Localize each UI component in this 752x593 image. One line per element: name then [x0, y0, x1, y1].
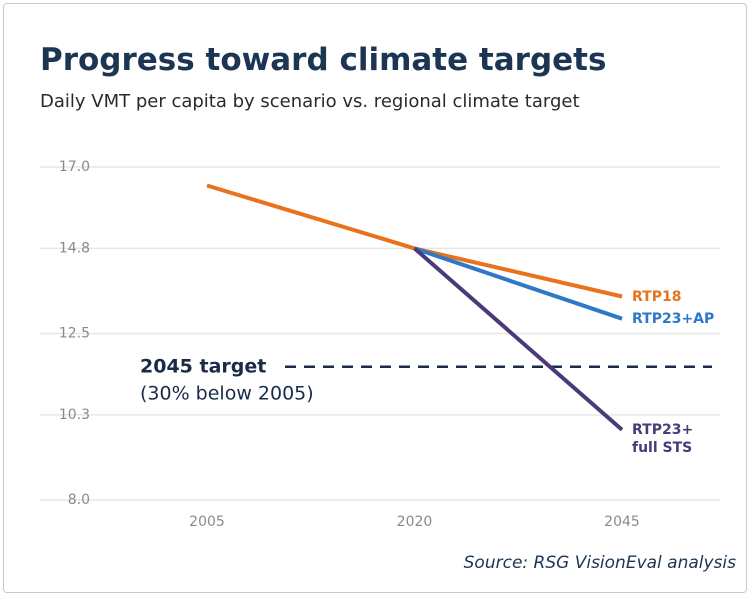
y-tick-label: 14.8	[59, 240, 90, 256]
series-line	[413, 246, 623, 321]
y-tick-label: 10.3	[59, 407, 90, 423]
series-line	[206, 183, 623, 299]
series-label: RTP23+AP	[632, 310, 715, 327]
y-tick-label: 12.5	[59, 326, 90, 342]
y-tick-label: 8.0	[68, 492, 90, 508]
x-tick-label: 2005	[189, 514, 225, 530]
target-note: (30% below 2005)	[140, 382, 314, 404]
source: Source: RSG VisionEval analysis	[464, 553, 737, 573]
target-label: 2045 target	[140, 355, 266, 377]
series-line	[413, 246, 624, 432]
series-label: RTP18	[632, 288, 682, 305]
x-tick-label: 2045	[604, 514, 640, 530]
chart-subtitle: Daily VMT per capita by scenario vs. reg…	[40, 91, 580, 112]
chart-title: Progress toward climate targets	[40, 42, 606, 78]
series-label: RTP23+ full STS	[632, 421, 694, 456]
y-tick-label: 17.0	[59, 159, 90, 175]
x-tick-label: 2020	[397, 514, 433, 530]
